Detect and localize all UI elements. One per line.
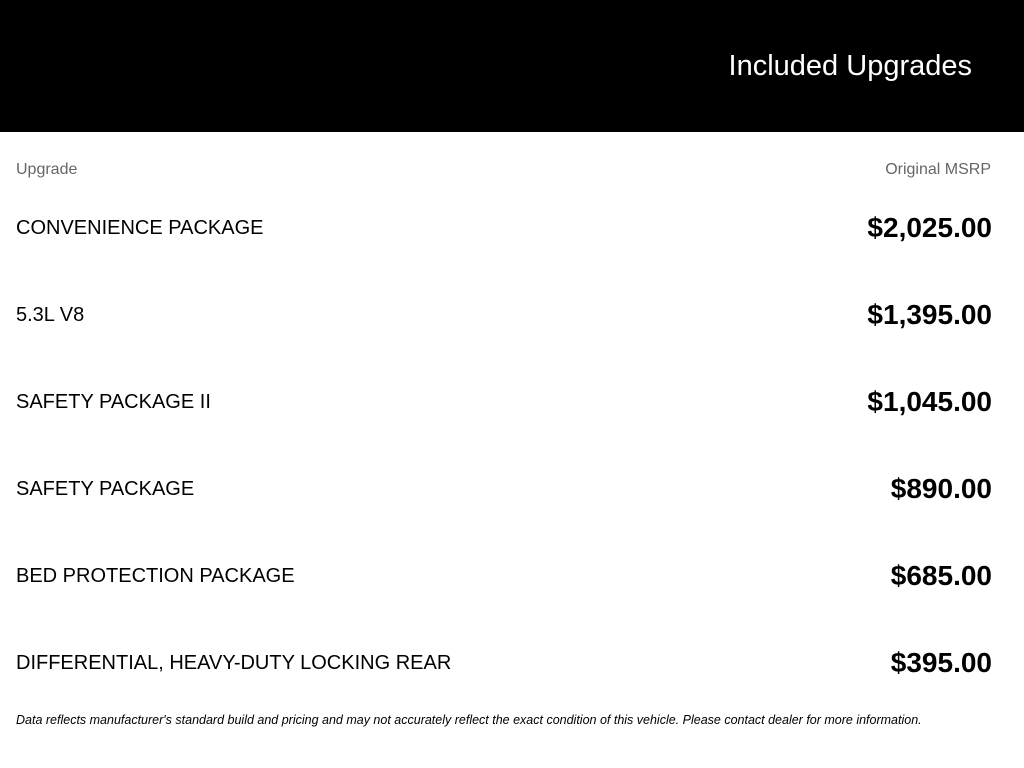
upgrade-name: DIFFERENTIAL, HEAVY-DUTY LOCKING REAR <box>16 651 452 674</box>
upgrade-name: SAFETY PACKAGE II <box>16 390 211 413</box>
disclaimer: Data reflects manufacturer's standard bu… <box>16 713 922 727</box>
list-item: BED PROTECTION PACKAGE $685.00 <box>16 556 992 596</box>
upgrade-name: BED PROTECTION PACKAGE <box>16 564 295 587</box>
list-item: SAFETY PACKAGE $890.00 <box>16 469 992 509</box>
list-item: DIFFERENTIAL, HEAVY-DUTY LOCKING REAR $39… <box>16 643 992 683</box>
header-banner: Included Upgrades <box>0 0 1024 132</box>
upgrade-price: $890.00 <box>890 473 992 504</box>
upgrade-price: $395.00 <box>890 647 992 678</box>
upgrade-price: $2,025.00 <box>867 212 992 243</box>
upgrade-name: CONVENIENCE PACKAGE <box>16 216 264 239</box>
column-header-msrp: Original MSRP <box>885 161 991 178</box>
upgrade-price: $1,395.00 <box>867 299 992 330</box>
upgrade-price: $1,045.00 <box>867 386 992 417</box>
column-header-upgrade: Upgrade <box>16 161 78 178</box>
upgrade-name: 5.3L V8 <box>16 303 85 326</box>
page-title: Included Upgrades <box>728 50 972 82</box>
list-item: SAFETY PACKAGE II $1,045.00 <box>16 382 992 422</box>
upgrade-price: $685.00 <box>890 560 992 591</box>
list-item: CONVENIENCE PACKAGE $2,025.00 <box>16 208 992 248</box>
list-item: 5.3L V8 $1,395.00 <box>16 295 992 335</box>
upgrade-name: SAFETY PACKAGE <box>16 477 195 500</box>
